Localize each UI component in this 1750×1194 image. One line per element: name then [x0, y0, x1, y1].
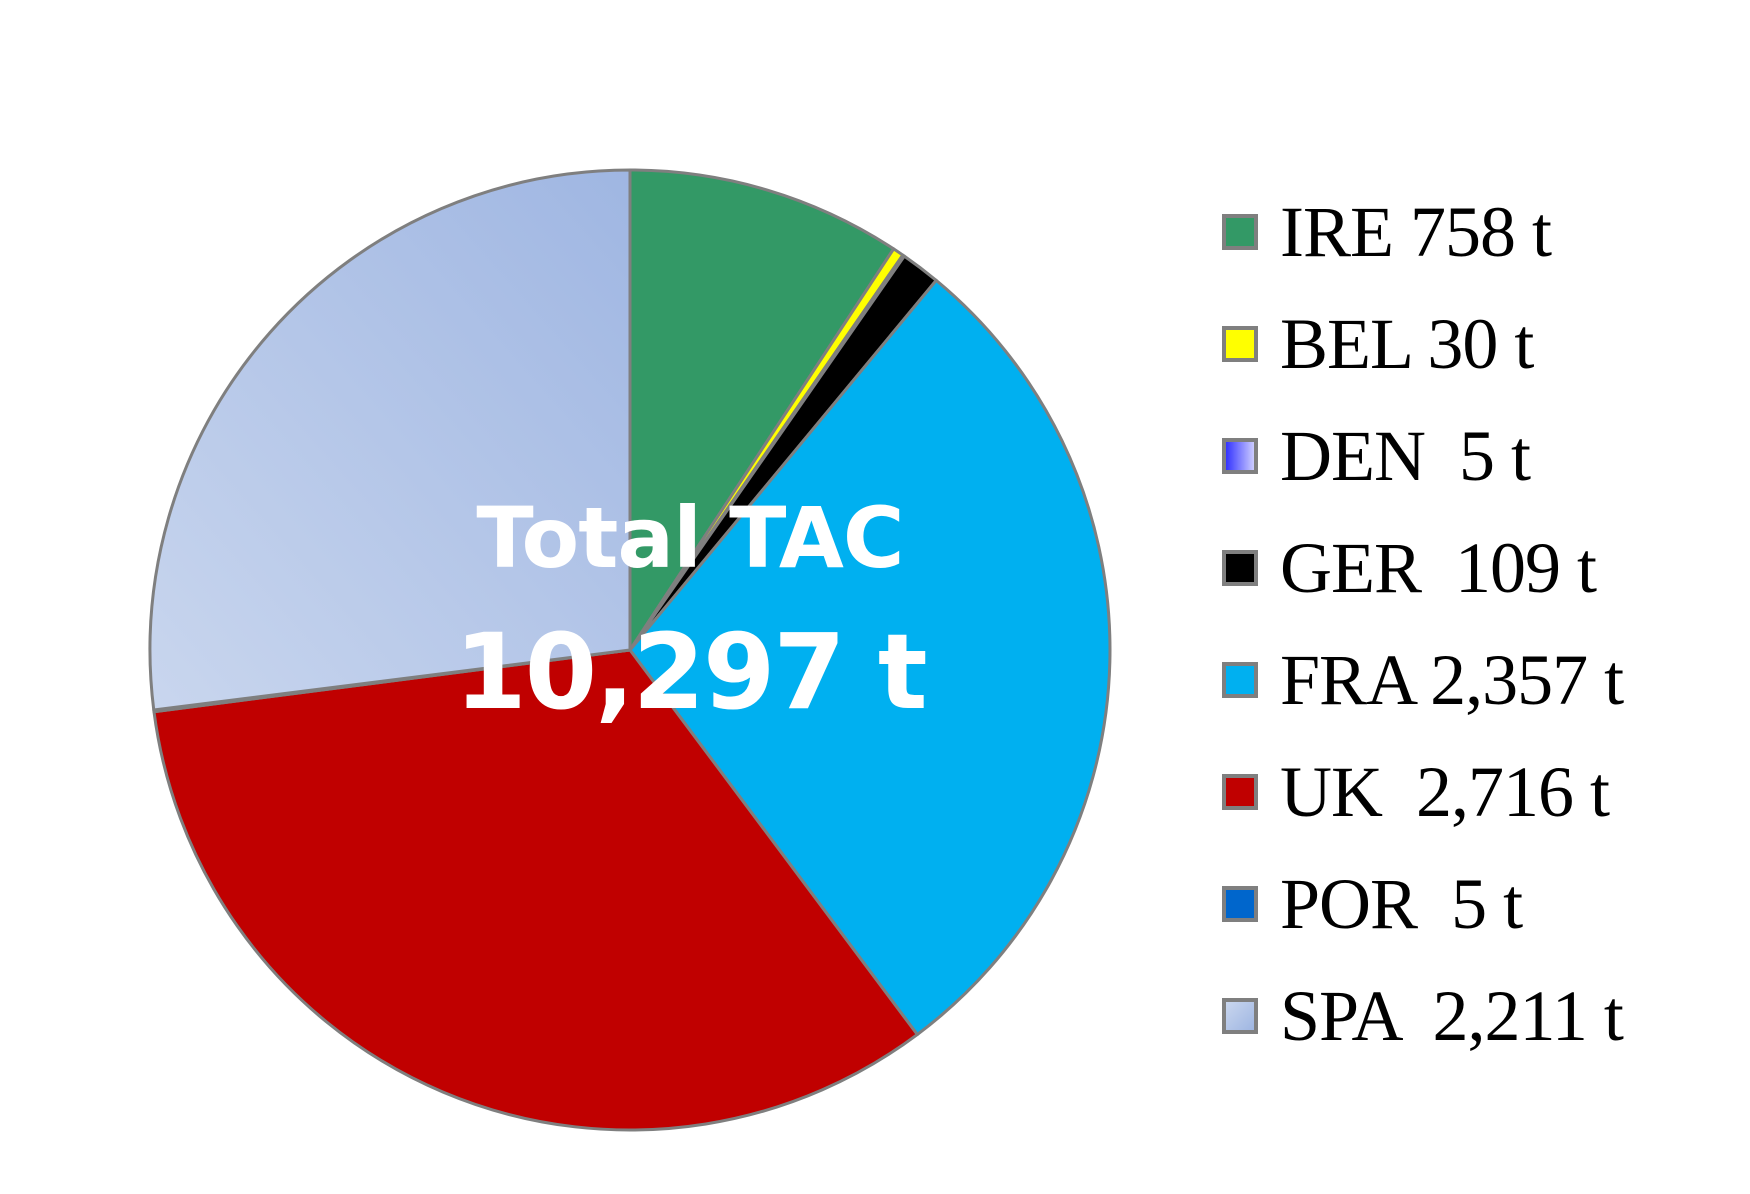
pie-slice-ire: [628, 168, 896, 652]
legend-label-fra: FRA 2,357 t: [1280, 640, 1624, 720]
legend-swatch-uk: [1222, 774, 1258, 810]
legend-swatch-ire: [1222, 214, 1258, 250]
legend: IRE 758 t BEL 30 t DEN 5 t GER 109 t FRA 2,3…: [1222, 176, 1624, 1072]
legend-label-bel: BEL 30 t: [1280, 304, 1534, 384]
pie-slices: [148, 168, 1112, 1132]
legend-label-ger: GER 109 t: [1280, 528, 1597, 608]
pie-slice-uk: [152, 648, 919, 1132]
legend-swatch-fra: [1222, 662, 1258, 698]
legend-label-ire: IRE 758 t: [1280, 192, 1552, 272]
legend-swatch-spa: [1222, 998, 1258, 1034]
legend-item-ger: GER 109 t: [1222, 512, 1623, 624]
legend-label-den: DEN 5 t: [1280, 416, 1531, 496]
legend-label-spa: SPA 2,211 t: [1280, 976, 1624, 1056]
legend-swatch-ger: [1222, 550, 1258, 586]
legend-label-uk: UK 2,716 t: [1280, 752, 1610, 832]
legend-swatch-bel: [1222, 326, 1258, 362]
legend-item-ire: IRE 758 t: [1222, 176, 1623, 288]
legend-swatch-por: [1222, 886, 1258, 922]
legend-swatch-den: [1222, 438, 1258, 474]
legend-label-por: POR 5 t: [1280, 864, 1523, 944]
legend-item-por: POR 5 t: [1222, 848, 1623, 960]
pie-slice-spa: [148, 168, 632, 712]
pie-slice-fra: [628, 278, 1112, 1037]
legend-item-bel: BEL 30 t: [1222, 288, 1623, 400]
legend-item-fra: FRA 2,357 t: [1222, 624, 1624, 736]
legend-item-spa: SPA 2,211 t: [1222, 960, 1624, 1072]
legend-item-den: DEN 5 t: [1222, 400, 1623, 512]
center-total-value: 10,297 t: [454, 611, 927, 733]
legend-item-uk: UK 2,716 t: [1222, 736, 1623, 848]
center-title: Total TAC: [476, 489, 904, 587]
